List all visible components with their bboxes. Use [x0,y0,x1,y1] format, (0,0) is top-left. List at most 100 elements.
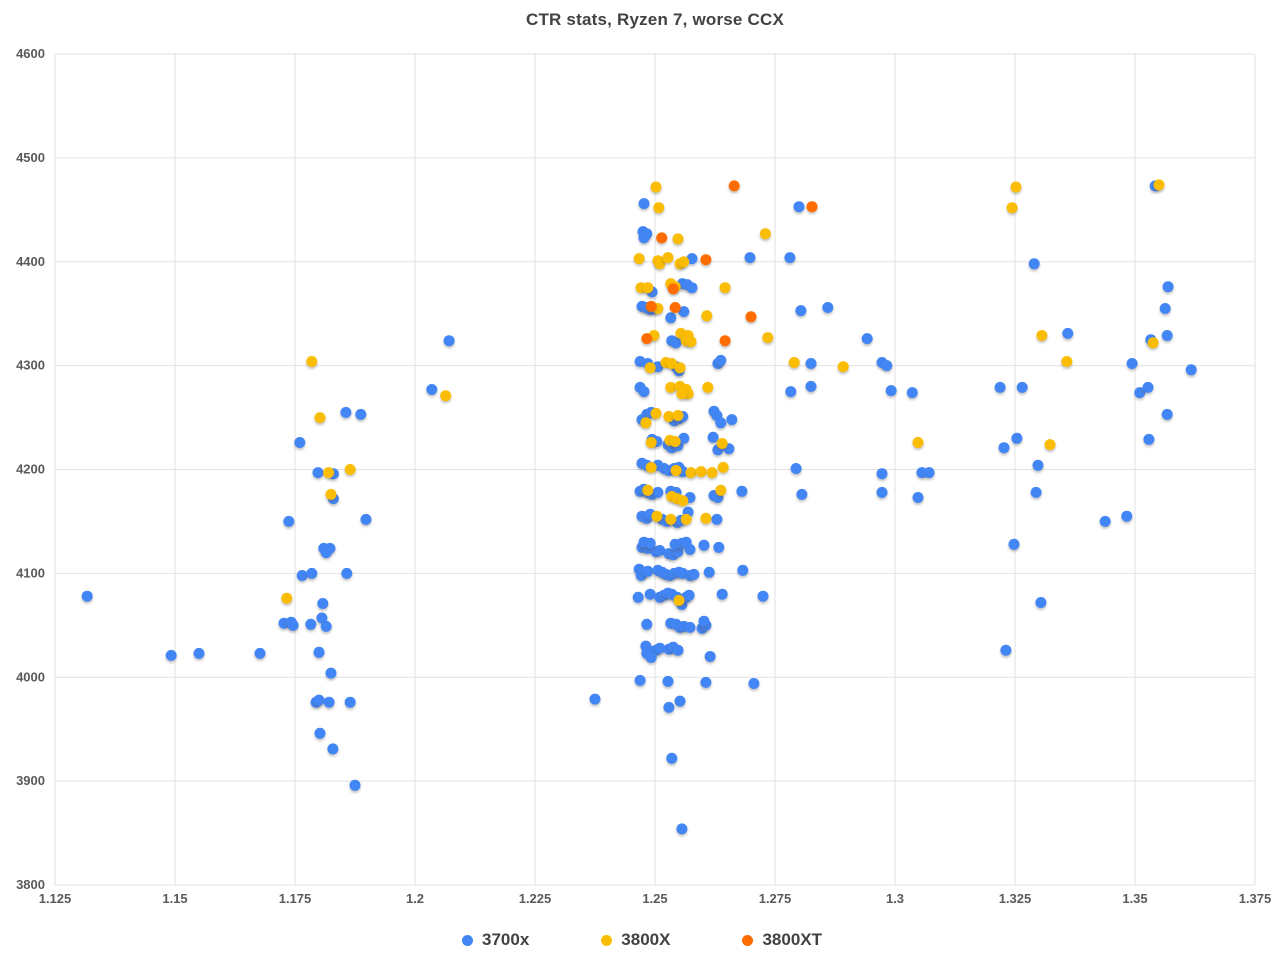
x-tick-label: 1.175 [279,891,312,906]
data-point [790,463,802,474]
data-point [654,258,666,270]
data-point [906,387,918,399]
data-point [642,484,654,496]
data-point [344,696,356,708]
data-point [669,436,681,447]
data-point [685,467,697,479]
data-point [688,568,700,580]
data-point [806,201,818,213]
data-point [638,198,650,210]
legend-label: 3800XT [762,930,822,949]
data-point [283,515,295,527]
data-point [323,696,335,708]
data-point [678,256,690,268]
data-point [713,541,725,553]
data-point [673,594,685,606]
x-tick-label: 1.2 [406,891,424,906]
data-point [748,678,760,689]
data-point [589,693,601,705]
y-tick-label: 4400 [16,254,45,269]
data-point [645,437,657,448]
data-point [287,619,299,631]
series-3800X [281,179,1165,606]
y-tick-label: 4100 [16,565,45,580]
x-tick-label: 1.3 [886,891,904,906]
data-point [341,567,353,579]
data-point [706,467,718,479]
data-point [653,202,665,214]
data-point [1159,303,1171,314]
legend-dot-icon [742,934,754,946]
data-point [638,386,650,398]
y-tick-label: 3900 [16,773,45,788]
chart-legend: 3700x 3800X 3800XT [0,930,1284,950]
data-point [1161,408,1173,420]
data-point [719,282,731,294]
x-tick-label: 1.325 [999,891,1032,906]
data-point [642,282,654,294]
data-point [736,485,748,497]
y-tick-label: 4300 [16,358,45,373]
data-point [702,381,714,393]
chart-title: CTR stats, Ryzen 7, worse CCX [525,10,785,29]
data-point [634,674,646,686]
y-tick-label: 4600 [16,46,45,61]
data-point [1147,337,1159,349]
data-point [785,386,797,398]
data-point [698,615,710,627]
data-point [881,360,893,372]
x-tick-label: 1.15 [162,891,187,906]
data-point [651,510,663,522]
data-point [716,588,728,600]
series-3800XT [641,180,818,347]
data-point [684,544,696,555]
data-point [672,233,684,245]
data-point [669,302,681,313]
data-point [665,381,677,393]
data-point [306,567,318,579]
data-point [1000,644,1012,656]
data-point [296,570,308,581]
data-point [325,667,337,679]
data-point [1032,459,1044,471]
data-point [1126,358,1138,369]
data-point [784,252,796,264]
data-point [788,357,800,368]
data-point [1099,515,1111,527]
data-point [1028,258,1040,270]
data-point [644,537,656,549]
data-point [314,727,326,739]
data-point [314,412,326,424]
data-point [703,566,715,578]
data-point [695,466,707,478]
data-point [641,333,653,345]
data-point [1143,433,1155,445]
data-point [686,282,698,294]
data-point [701,310,713,322]
data-point [1011,432,1023,444]
data-point [998,442,1010,454]
data-point [662,675,674,687]
data-point [759,228,771,240]
data-point [737,564,749,576]
data-point [715,484,727,496]
data-point [744,252,756,264]
data-point [719,335,731,347]
data-point [684,621,696,633]
data-point [861,333,873,345]
data-point [1010,181,1022,193]
data-point [644,362,656,374]
legend-item-3800X: 3800X [601,930,670,950]
data-point [1153,179,1165,191]
data-point [672,644,684,656]
legend-dot-icon [601,934,613,946]
data-point [678,306,690,318]
y-tick-label: 4200 [16,462,45,477]
data-point [1035,597,1047,608]
data-point [717,461,729,473]
data-point [355,408,367,420]
data-point [805,358,817,369]
data-point [822,302,834,313]
